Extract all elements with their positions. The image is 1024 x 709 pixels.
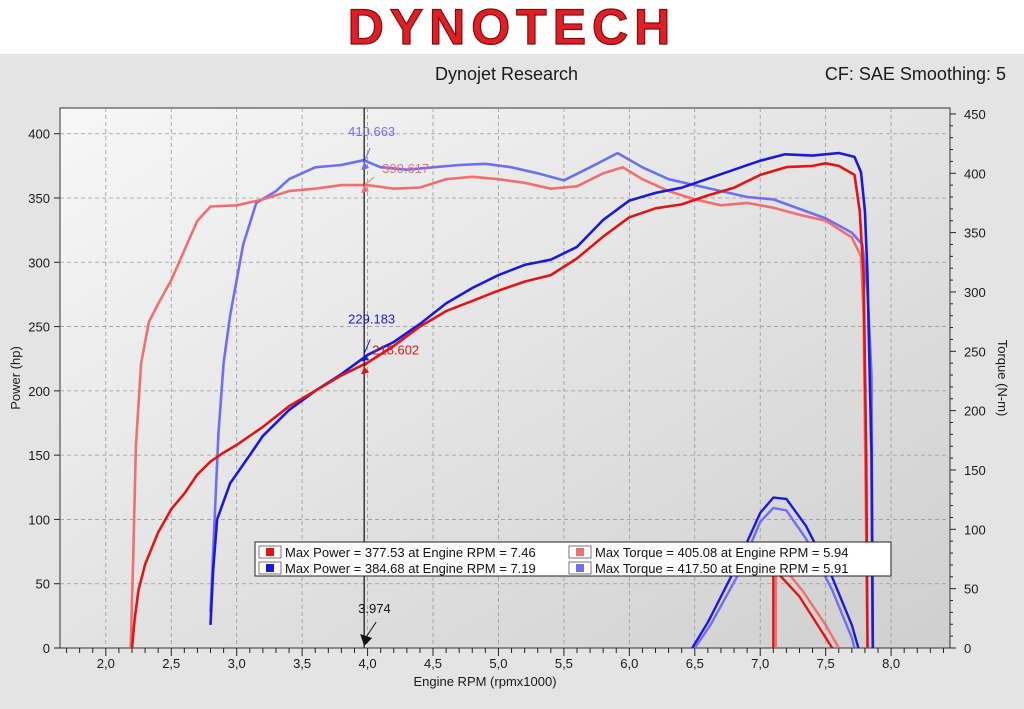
x-tick-label: 5,0	[489, 656, 507, 671]
annotation-marker	[361, 353, 370, 362]
series-line-red-power	[130, 162, 869, 649]
chart-title: Dynojet Research	[435, 64, 579, 84]
y-left-tick-label: 300	[28, 255, 50, 270]
y-right-tick-label: 300	[964, 285, 986, 300]
y-left-tick-label: 50	[36, 577, 50, 592]
y-right-tick-label: 100	[964, 522, 986, 537]
y-right-tick-label: 150	[964, 463, 986, 478]
x-tick-label: 3,0	[228, 656, 246, 671]
y-right-tick-label: 250	[964, 344, 986, 359]
brand-banner: DYNOTECH	[0, 0, 1024, 54]
y-right-axis-title: Torque (N-m)	[995, 340, 1010, 417]
rpm-cursor-leader	[363, 621, 377, 641]
annotation-label: 229.183	[348, 312, 395, 327]
dip-line-blue-torque	[693, 506, 856, 649]
x-tick-label: 6,0	[620, 656, 638, 671]
dynotech-logo: DYNOTECH	[347, 0, 677, 54]
rpm-cursor-label: 3.974	[358, 601, 391, 616]
annotation-label: 390.617	[382, 161, 429, 176]
logo-wordmark: DYNOTECH	[347, 0, 677, 54]
legend-entry: Max Torque = 405.08 at Engine RPM = 5.94	[595, 545, 848, 560]
annotation-marker	[361, 162, 370, 170]
series-line-blue-torque	[209, 151, 875, 649]
y-left-tick-label: 400	[28, 127, 50, 142]
y-right-tick-label: 400	[964, 166, 986, 181]
x-tick-label: 6,5	[686, 656, 704, 671]
y-right-tick-label: 50	[964, 582, 978, 597]
legend-swatch	[576, 564, 584, 572]
y-left-tick-label: 0	[43, 641, 50, 656]
dip-line-red-power	[772, 567, 834, 649]
annotation-leader	[363, 339, 371, 354]
annotation-leader	[363, 176, 375, 186]
y-left-tick-label: 100	[28, 512, 50, 527]
x-tick-label: 4,5	[424, 656, 442, 671]
y-left-axis-title: Power (hp)	[8, 346, 23, 410]
correction-label: CF: SAE Smoothing: 5	[824, 64, 1006, 84]
legend-swatch	[266, 564, 274, 572]
y-right-tick-label: 200	[964, 404, 986, 419]
y-left-tick-label: 150	[28, 448, 50, 463]
legend-entry: Max Power = 384.68 at Engine RPM = 7.19	[285, 561, 536, 576]
dip-line-blue-power	[691, 496, 860, 649]
svg-text:DYNOTECH: DYNOTECH	[348, 0, 677, 54]
y-left-tick-label: 250	[28, 320, 50, 335]
annotation-leader	[363, 358, 375, 367]
legend-swatch	[266, 548, 274, 556]
annotation-leader	[363, 147, 371, 163]
series-line-blue-power	[209, 151, 875, 649]
y-right-tick-label: 450	[964, 107, 986, 122]
x-tick-label: 2,5	[162, 656, 180, 671]
y-left-tick-label: 350	[28, 191, 50, 206]
legend-entry: Max Power = 377.53 at Engine RPM = 7.46	[285, 545, 536, 560]
annotation-marker	[361, 366, 370, 375]
legend-entry: Max Torque = 417.50 at Engine RPM = 5.91	[595, 561, 848, 576]
x-tick-label: 5,5	[555, 656, 573, 671]
x-tick-label: 8,0	[882, 656, 900, 671]
x-tick-label: 7,5	[817, 656, 835, 671]
x-tick-label: 7,0	[751, 656, 769, 671]
annotation-label: 410.663	[348, 124, 395, 139]
rpm-cursor-marker	[360, 634, 373, 646]
y-right-tick-label: 0	[964, 641, 971, 656]
y-left-tick-label: 200	[28, 384, 50, 399]
annotation-marker	[361, 185, 370, 194]
series-line-red-torque	[129, 166, 869, 649]
x-tick-label: 3,5	[293, 656, 311, 671]
annotation-label: 218.602	[372, 342, 419, 357]
x-tick-label: 2,0	[97, 656, 115, 671]
x-tick-label: 4,0	[359, 656, 377, 671]
y-right-tick-label: 350	[964, 226, 986, 241]
dip-line-red-torque	[774, 556, 840, 649]
legend-swatch	[576, 548, 584, 556]
x-axis-title: Engine RPM (rpmx1000)	[413, 674, 556, 689]
